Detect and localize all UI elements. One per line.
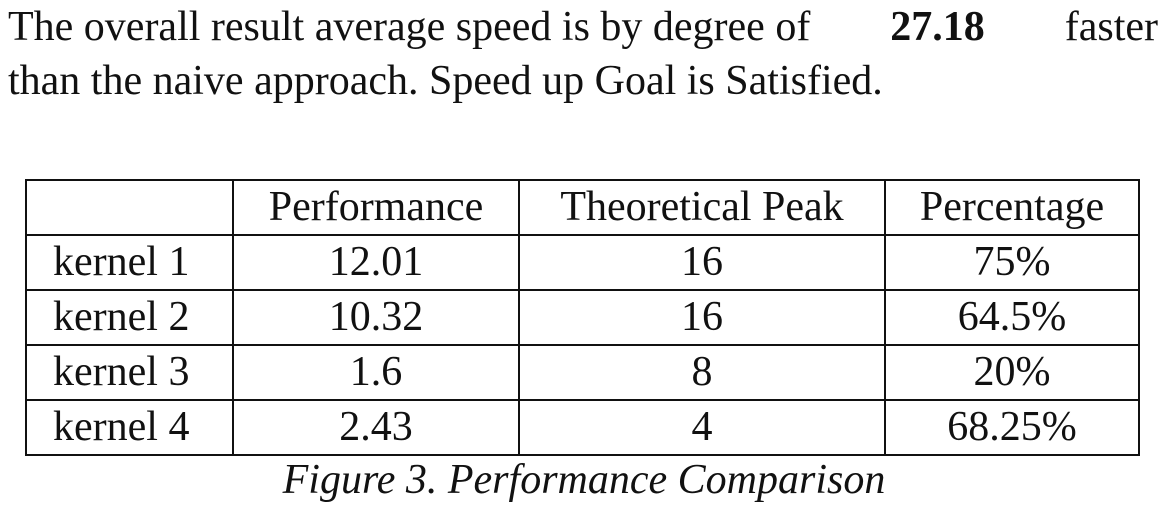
table-row: kernel 1 12.01 16 75% xyxy=(25,234,1140,291)
performance-cell: 1.6 xyxy=(232,344,520,401)
theoretical-peak-cell: 4 xyxy=(518,399,886,456)
header-cell-percentage: Percentage xyxy=(884,179,1140,236)
theoretical-peak-cell: 8 xyxy=(518,344,886,401)
header-cell-theoretical-peak: Theoretical Peak xyxy=(518,179,886,236)
row-label: kernel 2 xyxy=(25,289,234,346)
table-row: kernel 2 10.32 16 64.5% xyxy=(25,289,1140,346)
header-cell-empty xyxy=(25,179,234,236)
performance-table: Performance Theoretical Peak Percentage … xyxy=(25,179,1140,456)
row-label: kernel 3 xyxy=(25,344,234,401)
figure-caption: Figure 3. Performance Comparison xyxy=(0,455,1168,505)
theoretical-peak-cell: 16 xyxy=(518,289,886,346)
table-header-row: Performance Theoretical Peak Percentage xyxy=(25,179,1140,236)
performance-cell: 12.01 xyxy=(232,234,520,291)
paragraph-line-1-suffix: faster xyxy=(1064,4,1158,50)
performance-cell: 2.43 xyxy=(232,399,520,456)
paragraph-line-2: than the naive approach. Speed up Goal i… xyxy=(8,58,883,104)
table-row: kernel 4 2.43 4 68.25% xyxy=(25,399,1140,456)
performance-cell: 10.32 xyxy=(232,289,520,346)
theoretical-peak-cell: 16 xyxy=(518,234,886,291)
percentage-cell: 20% xyxy=(884,344,1140,401)
paragraph-line-1: The overall result average speed is by d… xyxy=(8,0,1158,54)
table-row: kernel 3 1.6 8 20% xyxy=(25,344,1140,401)
figure-caption-text: Figure 3. Performance Comparison xyxy=(282,457,886,503)
header-cell-performance: Performance xyxy=(232,179,520,236)
paragraph-line-1-prefix: The overall result average speed is by d… xyxy=(8,4,811,50)
row-label: kernel 1 xyxy=(25,234,234,291)
row-label: kernel 4 xyxy=(25,399,234,456)
percentage-cell: 64.5% xyxy=(884,289,1140,346)
percentage-cell: 68.25% xyxy=(884,399,1140,456)
speedup-value: 27.18 xyxy=(890,4,985,50)
body-paragraph: The overall result average speed is by d… xyxy=(8,0,1168,108)
percentage-cell: 75% xyxy=(884,234,1140,291)
